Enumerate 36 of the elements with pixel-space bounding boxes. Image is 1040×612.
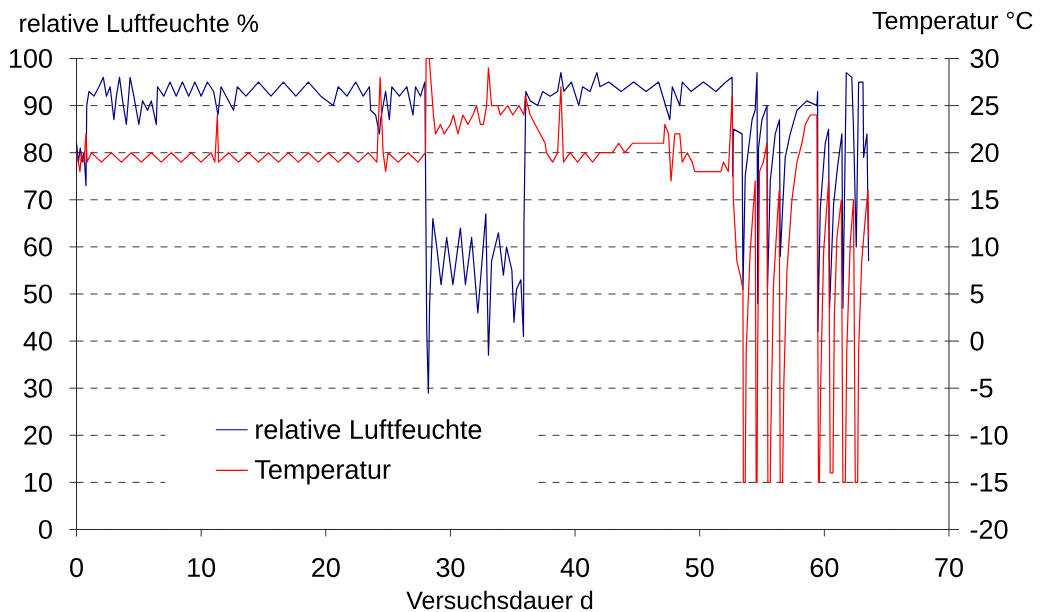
y2-tick-label: 0 [970, 331, 984, 351]
y2-tick-label: -5 [970, 378, 993, 398]
y-axis-title: relative Luftfeuchte % [20, 13, 259, 33]
x-tick-label: 0 [70, 558, 83, 578]
y-tick-label: 90 [24, 96, 52, 116]
y2-tick-label: 20 [970, 143, 999, 163]
x-tick-label: 10 [188, 558, 216, 578]
x-tick-label: 20 [312, 558, 340, 578]
y2-tick-label: -10 [970, 425, 1008, 445]
line-series [75, 72, 870, 394]
y2-tick-label: -15 [970, 472, 1008, 492]
y2-tick-label: 5 [970, 284, 984, 304]
x-tick-label: 50 [685, 558, 714, 578]
x-axis-title: Versuchsdauer d [406, 590, 593, 610]
y-tick-label: 70 [24, 190, 52, 210]
y-tick-label: 20 [24, 425, 52, 445]
y2-axis-title: Temperatur °C [872, 11, 1033, 35]
y-tick-label: 40 [23, 331, 52, 351]
y-tick-label: 0 [39, 519, 52, 540]
legend-label: relative Luftfeuchte [256, 419, 482, 440]
y-tick-label: 50 [24, 284, 52, 304]
x-tick-label: 40 [560, 558, 590, 578]
y-tick-label: 80 [24, 143, 52, 163]
y-tick-label: 60 [24, 237, 52, 257]
x-tick-label: 30 [436, 558, 465, 578]
y-tick-label: 10 [25, 472, 52, 492]
y2-tick-label: 10 [971, 237, 999, 257]
y2-tick-label: -20 [970, 519, 1008, 540]
y-tick-label: 100 [9, 48, 52, 69]
y-tick-label: 30 [23, 378, 52, 398]
x-tick-label: 70 [935, 558, 963, 578]
x-tick-label: 60 [810, 558, 839, 578]
legend-label: Temperatur [254, 460, 391, 485]
y2-tick-label: 15 [971, 190, 999, 210]
y2-tick-label: 25 [970, 96, 999, 116]
y2-tick-label: 30 [970, 48, 999, 69]
